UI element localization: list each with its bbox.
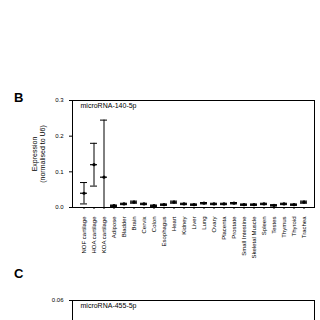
svg-text:Testes: Testes	[271, 217, 277, 234]
svg-text:0.1: 0.1	[55, 169, 64, 175]
svg-text:Bladder: Bladder	[121, 217, 127, 238]
svg-text:Adipose: Adipose	[111, 216, 117, 238]
svg-text:Placenta: Placenta	[221, 216, 227, 240]
svg-text:Small Intestine: Small Intestine	[241, 216, 247, 256]
svg-text:Skeletal Muscle: Skeletal Muscle	[251, 216, 257, 259]
svg-text:Kidney: Kidney	[181, 217, 187, 235]
svg-text:Ovary: Ovary	[211, 217, 217, 233]
svg-text:HOA cartilage: HOA cartilage	[91, 216, 97, 254]
svg-text:Heart: Heart	[171, 216, 177, 231]
svg-text:Trachea: Trachea	[301, 216, 307, 238]
svg-text:Liver: Liver	[191, 217, 197, 230]
svg-text:NOF cartilage: NOF cartilage	[81, 216, 87, 254]
svg-text:0.06: 0.06	[52, 297, 64, 303]
svg-text:Thyroid: Thyroid	[291, 217, 297, 237]
svg-text:Lung: Lung	[201, 217, 207, 230]
svg-text:Cervix: Cervix	[141, 217, 147, 234]
svg-text:Expression(normalised to U6): Expression(normalised to U6)	[31, 125, 47, 183]
svg-text:KOA cartilage: KOA cartilage	[101, 216, 107, 253]
svg-text:Spleen: Spleen	[261, 217, 267, 236]
html-text:C: C	[14, 266, 24, 281]
svg-text:Brain: Brain	[131, 217, 137, 231]
svg-text:Prostate: Prostate	[231, 216, 237, 239]
svg-text:microRNA-140-5p: microRNA-140-5p	[81, 102, 137, 110]
svg-text:0.0: 0.0	[55, 204, 64, 210]
svg-text:Esophagus: Esophagus	[161, 217, 167, 247]
svg-text:microRNA-455-5p: microRNA-455-5p	[81, 302, 137, 310]
html-text:B: B	[14, 90, 24, 105]
svg-text:Colon: Colon	[151, 217, 157, 233]
svg-text:Thymus: Thymus	[281, 217, 287, 238]
svg-text:0.2: 0.2	[55, 133, 64, 139]
svg-text:0.3: 0.3	[55, 97, 64, 103]
